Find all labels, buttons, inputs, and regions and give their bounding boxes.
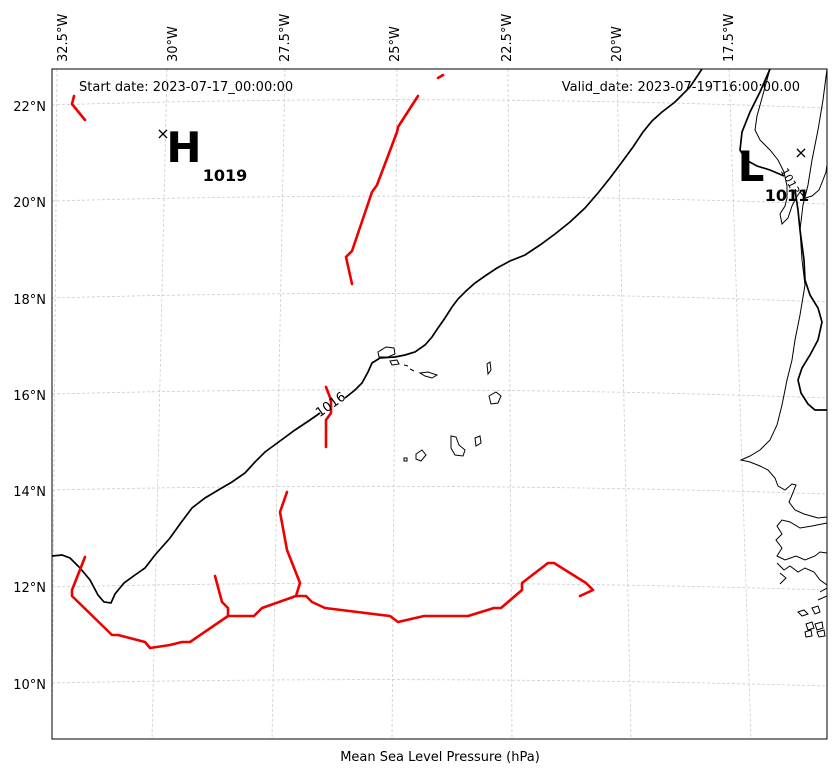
low-pressure-center: L 1011 × — [738, 142, 810, 205]
longitude-labels: 32.5°W 30°W 27.5°W 25°W 22.5°W 20°W 17.5… — [56, 14, 737, 62]
high-center-marker-icon: × — [156, 124, 169, 143]
island-boa-vista — [488, 391, 502, 405]
island-sao-nicolau — [418, 371, 439, 379]
island-santo-antao — [377, 346, 396, 358]
low-letter: L — [738, 142, 765, 191]
lon-label-27-5w: 27.5°W — [278, 14, 293, 62]
island-santiago — [450, 435, 466, 457]
parallel-20n — [52, 195, 827, 205]
coast-cap-blanc — [754, 69, 827, 226]
contour-label-1016: 1016 — [313, 389, 349, 420]
map-frame — [51, 68, 828, 740]
parallel-16n — [52, 389, 827, 399]
coast-mauritania-senegal — [739, 69, 827, 519]
island-brava — [403, 457, 408, 462]
lon-label-30w: 30°W — [166, 26, 181, 62]
isobar-1016 — [52, 69, 703, 604]
valid-date-label: Valid_date: 2023-07-19T16:00:00.00 — [562, 80, 800, 95]
island-santa-luzia — [403, 364, 415, 372]
front-north-central — [344, 73, 445, 286]
lon-label-20w: 20°W — [610, 26, 625, 62]
front-south-branch-2 — [278, 490, 302, 598]
parallel-14n — [52, 485, 827, 495]
high-letter: H — [166, 123, 201, 172]
lon-label-32-5w: 32.5°W — [56, 14, 71, 62]
lat-label-18n: 18°N — [13, 293, 46, 308]
lat-label-14n: 14°N — [13, 485, 46, 500]
low-value: 1011 — [765, 186, 810, 205]
parallel-18n — [52, 292, 827, 303]
meridian-32-5w — [52, 69, 58, 739]
island-sal — [486, 361, 492, 376]
isobars — [52, 69, 827, 604]
high-value: 1019 — [203, 166, 248, 185]
parallel-12n — [52, 582, 827, 591]
lon-label-22-5w: 22.5°W — [500, 14, 515, 62]
meridian-27-5w — [271, 69, 286, 739]
front-northwest — [70, 94, 87, 122]
lat-label-12n: 12°N — [13, 581, 46, 596]
coast-gambia-guinea-bissau — [775, 519, 827, 586]
meridian-22-5w — [507, 69, 513, 739]
coast-bijagos — [797, 605, 826, 638]
lat-label-22n: 22°N — [13, 100, 46, 115]
lon-label-25w: 25°W — [388, 26, 403, 62]
cape-verde-islands — [377, 346, 502, 462]
start-date-label: Start date: 2023-07-17_00:00:00 — [79, 80, 293, 95]
coast-guinea — [817, 587, 827, 601]
meridian-17-5w — [728, 69, 752, 739]
low-center-marker-icon: × — [794, 143, 807, 162]
island-maio — [474, 435, 482, 447]
lat-label-10n: 10°N — [13, 678, 46, 693]
isobar-low-ring — [739, 69, 827, 411]
front-south — [70, 555, 595, 650]
parallel-22n — [52, 99, 827, 109]
island-sao-vicente — [389, 359, 400, 366]
latitude-labels: 22°N 20°N 18°N 16°N 14°N 12°N 10°N — [13, 100, 46, 693]
lon-label-17-5w: 17.5°W — [722, 14, 737, 62]
lat-label-16n: 16°N — [13, 389, 46, 404]
meridian-30w — [151, 69, 168, 739]
fronts — [70, 73, 595, 650]
meridian-20w — [616, 69, 632, 739]
front-central — [324, 385, 333, 449]
meridian-25w — [391, 69, 398, 739]
lat-label-20n: 20°N — [13, 196, 46, 211]
island-fogo — [415, 449, 427, 462]
graticule — [52, 69, 827, 739]
parallel-10n — [52, 679, 827, 687]
map-caption: Mean Sea Level Pressure (hPa) — [340, 750, 540, 765]
high-pressure-center: × H 1019 — [156, 123, 247, 185]
african-coastline — [739, 69, 827, 638]
front-south-branch-1 — [213, 574, 230, 618]
